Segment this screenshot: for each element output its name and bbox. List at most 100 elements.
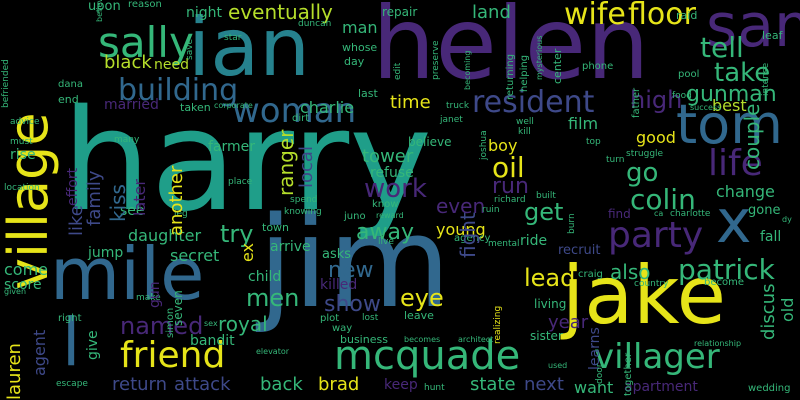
word: last [358, 87, 378, 100]
word: tell [700, 31, 744, 64]
word: eventually [228, 0, 333, 24]
word: pool [678, 69, 700, 80]
word: top [586, 137, 601, 147]
word: sam [706, 0, 800, 61]
word: ca [654, 209, 664, 218]
word: party [608, 215, 704, 256]
word: lost [362, 313, 379, 323]
word: corporate [214, 101, 253, 110]
word: town [262, 221, 290, 234]
word: know [372, 199, 399, 210]
word: old [778, 297, 797, 322]
word: kiss [106, 184, 130, 222]
word: ride [520, 233, 548, 249]
word: patrick [678, 253, 775, 286]
word: upon [88, 0, 121, 14]
word: craig [578, 269, 603, 280]
word: wife [564, 0, 626, 32]
word: back [260, 374, 303, 395]
word: raid [676, 9, 698, 22]
word: get [524, 198, 564, 226]
word: next [524, 374, 564, 395]
word: mcquade [334, 333, 521, 379]
word: bandit [190, 333, 235, 349]
word: eye [400, 284, 444, 312]
word: refuse [370, 165, 414, 181]
word: phone [582, 61, 614, 72]
word: truck [446, 101, 470, 111]
word: leg [174, 209, 188, 219]
word: country [634, 279, 669, 289]
word: leaf [762, 29, 783, 42]
word: fall [760, 229, 782, 245]
word: way [332, 323, 353, 334]
word: time [390, 92, 431, 113]
word: helen [372, 0, 650, 102]
word: night [186, 5, 223, 21]
word: state [470, 374, 516, 395]
word: l [62, 304, 81, 381]
word: agency [454, 233, 491, 244]
word: success [690, 103, 722, 112]
word: father [631, 87, 642, 118]
word: reward [376, 211, 404, 220]
word: ruin [482, 205, 500, 215]
word: business [340, 333, 388, 346]
word: believing [95, 0, 104, 22]
word: lead [524, 264, 576, 292]
word: star [224, 33, 242, 43]
word: right [58, 313, 82, 324]
word: tower [362, 146, 414, 167]
word: secret [170, 246, 220, 265]
word: mile [50, 232, 205, 316]
word: lauren [4, 343, 25, 400]
word: return [112, 374, 168, 395]
word: well [516, 117, 534, 127]
word: becoming [463, 50, 472, 90]
word: another [166, 165, 187, 236]
word: realizing [493, 305, 503, 344]
word: mental [488, 239, 520, 249]
word: food [672, 91, 692, 101]
word: spend [290, 195, 318, 205]
word: escape [56, 379, 88, 389]
word: save [185, 38, 195, 60]
word: gone [748, 203, 781, 218]
word: change [716, 182, 775, 201]
word: leave [404, 309, 434, 322]
word: plot [320, 313, 340, 324]
word: land [472, 2, 511, 23]
word: men [246, 284, 300, 312]
word: sally [98, 18, 194, 67]
word: befriended [1, 59, 11, 108]
word: ex [238, 242, 257, 262]
word: together [623, 352, 634, 396]
word: place [228, 177, 253, 187]
word: couple [740, 103, 764, 170]
word: floor [628, 0, 696, 32]
word: ian [188, 1, 310, 94]
word: architect [458, 335, 494, 344]
word: keep [384, 377, 418, 393]
word: building [118, 73, 239, 108]
word: take [714, 58, 771, 88]
word: discus [758, 283, 779, 341]
word: black [104, 52, 152, 73]
word: used [548, 361, 568, 370]
word: away [356, 220, 414, 245]
word: wedding [748, 383, 791, 394]
word: asks [322, 247, 352, 262]
word: villager [594, 337, 720, 377]
word: fight [456, 212, 480, 258]
word: brad [318, 374, 360, 395]
word: relationship [694, 339, 742, 348]
word: show [324, 292, 381, 317]
word: dy [782, 215, 792, 224]
word: janet [440, 115, 463, 125]
word: make [136, 293, 161, 303]
word: man [342, 18, 378, 37]
word: ranger [274, 129, 298, 196]
word: named [120, 312, 204, 340]
word: whose [342, 41, 378, 54]
word: knowing [284, 207, 322, 217]
